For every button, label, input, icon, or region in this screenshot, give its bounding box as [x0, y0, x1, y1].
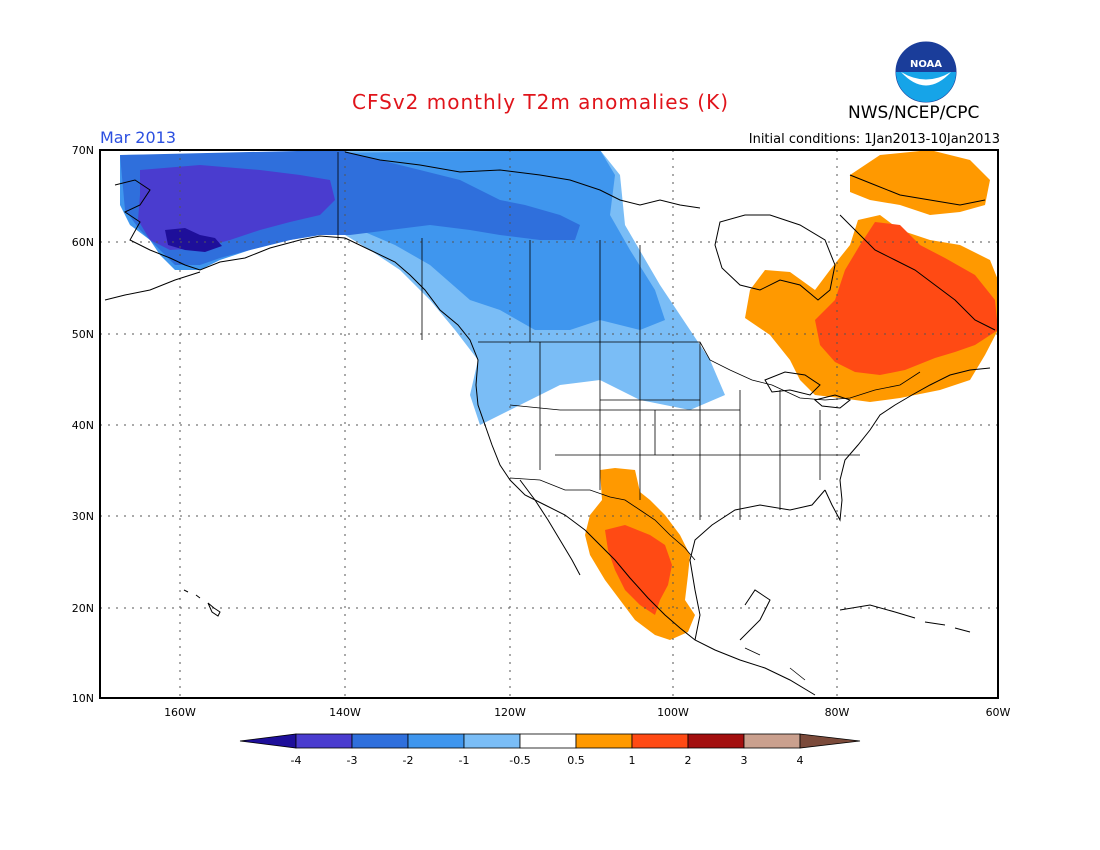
- lat-label-20n: 20N: [72, 602, 94, 615]
- colorbar-label: 2: [685, 754, 692, 767]
- cold-anomaly-purple: [138, 165, 335, 250]
- colorbar: [239, 733, 861, 749]
- colorbar-labels: -4 -3 -2 -1 -0.5 0.5 1 2 3 4: [291, 754, 804, 767]
- colorbar-arrow-low: [239, 733, 297, 749]
- colorbar-label: -4: [291, 754, 302, 767]
- colorbar-swatch: [519, 733, 577, 749]
- initial-conditions: Initial conditions: 1Jan2013-10Jan2013: [748, 132, 1000, 147]
- anomaly-shading: [120, 150, 998, 640]
- lat-label-70n: 70N: [72, 144, 94, 157]
- noaa-logo: NOAA: [895, 41, 957, 103]
- lat-label-30n: 30N: [72, 510, 94, 523]
- coastlines: [104, 151, 996, 696]
- colorbar-arrow-high: [799, 733, 861, 749]
- graticule: [100, 150, 998, 698]
- lat-label-40n: 40N: [72, 419, 94, 432]
- agency-label: NWS/NCEP/CPC: [848, 103, 980, 123]
- colorbar-label: 1: [629, 754, 636, 767]
- noaa-logo-text: NOAA: [910, 59, 942, 70]
- longitude-labels: 160W 140W 120W 100W 80W 60W: [164, 706, 1010, 719]
- lon-label-120w: 120W: [494, 706, 526, 719]
- colorbar-swatch: [631, 733, 689, 749]
- colorbar-swatch: [687, 733, 745, 749]
- colorbar-label: -2: [403, 754, 414, 767]
- colorbar-label: 3: [741, 754, 748, 767]
- borders: [337, 152, 921, 681]
- cold-anomaly-darkest: [165, 228, 222, 252]
- colorbar-swatch: [463, 733, 521, 749]
- colorbar-swatch: [295, 733, 353, 749]
- lon-label-140w: 140W: [329, 706, 361, 719]
- colorbar-swatch: [407, 733, 465, 749]
- map-title: CFSv2 monthly T2m anomalies (K): [352, 90, 729, 114]
- colorbar-swatch: [351, 733, 409, 749]
- colorbar-label: -3: [347, 754, 358, 767]
- lat-label-50n: 50N: [72, 328, 94, 341]
- warm-anomaly-red-mexico: [605, 525, 672, 615]
- lon-label-60w: 60W: [986, 706, 1011, 719]
- colorbar-swatch: [575, 733, 633, 749]
- lat-label-60n: 60N: [72, 236, 94, 249]
- colorbar-label: 0.5: [567, 754, 585, 767]
- lon-label-100w: 100W: [657, 706, 689, 719]
- latitude-labels: 70N 60N 50N 40N 30N 20N 10N: [72, 144, 94, 705]
- colorbar-swatch: [743, 733, 801, 749]
- forecast-period: Mar 2013: [100, 128, 176, 147]
- lat-label-10n: 10N: [72, 692, 94, 705]
- lon-label-80w: 80W: [825, 706, 850, 719]
- colorbar-label: 4: [797, 754, 804, 767]
- lon-label-160w: 160W: [164, 706, 196, 719]
- warm-anomaly-orange-north: [850, 150, 990, 215]
- map-frame: [99, 149, 999, 699]
- colorbar-label: -0.5: [509, 754, 530, 767]
- colorbar-label: -1: [459, 754, 470, 767]
- warm-anomaly-red-east: [815, 222, 998, 375]
